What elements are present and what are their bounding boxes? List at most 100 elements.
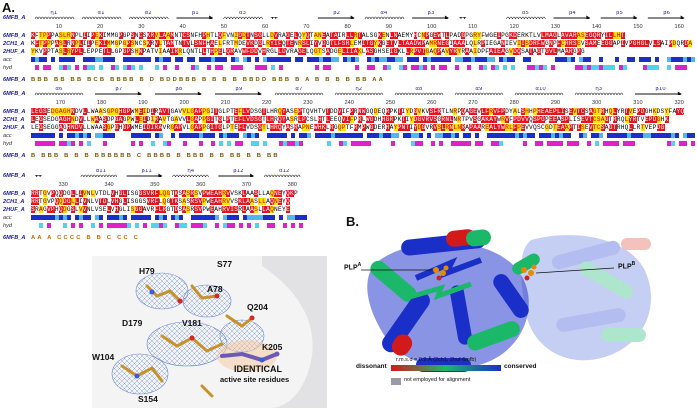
residue: G — [385, 116, 390, 123]
residue: E — [596, 40, 601, 47]
residue: Y — [282, 116, 286, 123]
residue: G — [425, 48, 430, 55]
residue: G — [421, 124, 426, 131]
bar-cell — [687, 65, 691, 70]
residue: G — [537, 48, 541, 55]
panel-label-b: B. — [346, 214, 359, 229]
residue: T — [461, 116, 466, 123]
residue: R — [341, 32, 346, 39]
residue: T — [206, 48, 211, 55]
residue: I — [349, 48, 354, 55]
residue: F — [337, 40, 342, 47]
residue: Q — [226, 48, 231, 55]
residue: G — [592, 108, 597, 115]
bar-cell — [87, 133, 91, 138]
bar-cell — [171, 223, 175, 228]
residue: D — [413, 40, 418, 47]
bar-cell — [691, 133, 695, 138]
bar-cell — [215, 57, 219, 62]
bar-cell — [155, 57, 159, 62]
residue: D — [270, 32, 275, 39]
bar-cell — [235, 223, 239, 228]
bar-cell — [311, 141, 315, 146]
residue: P — [397, 124, 402, 131]
residue: L — [218, 40, 223, 47]
bar-cell — [531, 65, 535, 70]
residue: G — [218, 124, 223, 131]
bar-cell — [231, 65, 235, 70]
residue: Q — [305, 108, 310, 115]
bar-cell — [147, 223, 151, 228]
bar-cell — [619, 141, 623, 146]
bar-cell — [547, 133, 551, 138]
residue: L — [556, 108, 561, 115]
bar-cell — [267, 65, 271, 70]
residue: L — [78, 32, 83, 39]
bar-cell — [163, 65, 167, 70]
secondary-structure-track: α6 β7 β8 β9 α7 η2 α8 α9 α10 η3 β10 — [34, 87, 682, 95]
residue: G — [297, 48, 302, 55]
residue: P — [50, 198, 55, 205]
bar-cell — [655, 65, 659, 70]
residue: P — [568, 124, 573, 131]
bar-cell — [99, 57, 103, 62]
bar-cell — [399, 141, 403, 146]
residue: V — [238, 48, 243, 55]
residue: S — [584, 108, 589, 115]
residue: R — [533, 40, 538, 47]
residue: E — [385, 48, 390, 55]
residue: R — [66, 48, 71, 55]
helix-glyph — [574, 92, 624, 95]
bar-cell — [559, 65, 563, 70]
residue: V — [230, 190, 235, 197]
residue: T — [612, 124, 617, 131]
bar-cell — [195, 65, 199, 70]
bar-cell — [187, 57, 191, 62]
residue: H — [604, 108, 609, 115]
bar-cell — [299, 223, 303, 228]
residue: G — [413, 108, 418, 115]
bar-cell — [295, 215, 299, 220]
secondary-structure-track: TTα11β11η4β12α12 — [35, 169, 301, 177]
residue: V — [198, 206, 203, 213]
residue: L — [345, 32, 350, 39]
residue: R — [274, 124, 279, 131]
bar-cell — [323, 57, 327, 62]
residue: P — [50, 206, 55, 213]
bar-cell — [331, 57, 335, 62]
residue: F — [481, 32, 486, 39]
residue: G — [114, 108, 119, 115]
residue: M — [357, 40, 362, 47]
bar-cell — [499, 57, 503, 62]
residue: L — [262, 190, 267, 197]
residue: M — [106, 40, 111, 47]
residue: Q — [162, 198, 167, 205]
strand-arrow — [635, 91, 682, 95]
residue: I — [361, 40, 366, 47]
bar-cell — [139, 57, 143, 62]
bar-cell — [155, 215, 159, 220]
residue: V — [46, 206, 51, 213]
residue: L — [341, 48, 346, 55]
bar-cell — [647, 65, 651, 70]
helix-glyph — [514, 92, 564, 95]
bar-cell — [295, 141, 299, 146]
residue: I — [86, 40, 91, 47]
bar-cell — [643, 141, 647, 146]
residue: L — [465, 40, 470, 47]
bar-cell — [239, 215, 243, 220]
residue: T — [170, 206, 175, 213]
bar-cell — [299, 133, 303, 138]
residue: A — [604, 124, 609, 131]
bar-cell — [239, 141, 243, 146]
bar-cell — [339, 141, 343, 146]
bar-cell — [511, 57, 515, 62]
residue: A — [489, 124, 494, 131]
bar-cell — [659, 57, 663, 62]
residue: L — [628, 124, 633, 131]
residue: D — [62, 206, 67, 213]
ss-element-label: β2 — [333, 11, 340, 16]
residue: L — [262, 206, 267, 213]
residue-number: 70 — [303, 24, 310, 30]
bar-cell — [295, 223, 299, 228]
